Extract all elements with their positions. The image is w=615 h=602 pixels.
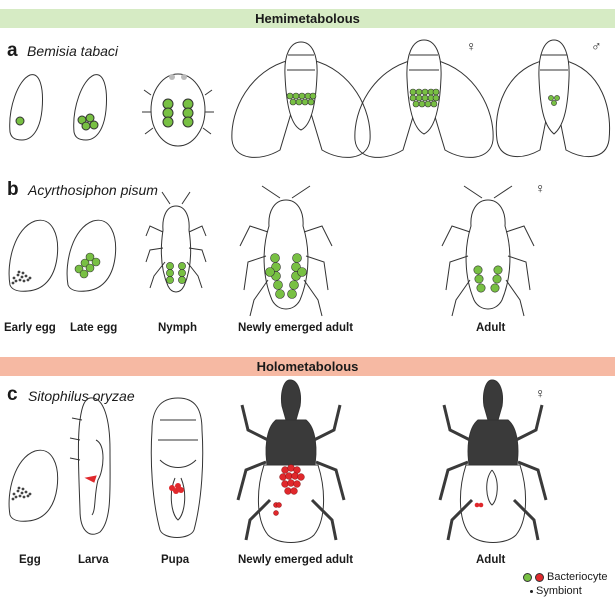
- female-symbol-a: ♀: [466, 38, 477, 54]
- section-band-holometabolous: Holometabolous: [0, 357, 615, 376]
- stage-label-nymph: Nymph: [158, 322, 197, 334]
- stage-label-adult-b: Adult: [476, 322, 506, 334]
- row-letter-a: a: [7, 40, 18, 61]
- stage-label-egg: Egg: [19, 554, 41, 566]
- weevil-larva: [69, 397, 111, 535]
- whitefly-adult-female: [354, 39, 494, 158]
- legend-bacteriocyte: Bacteriocyte: [523, 570, 608, 584]
- aphid-nymph: [145, 191, 207, 293]
- male-symbol-a: ♂: [591, 38, 602, 54]
- weevil-egg: [8, 449, 59, 522]
- species-name-b: Acyrthosiphon pisum: [28, 182, 158, 198]
- aphid-early-egg: [8, 219, 59, 292]
- female-symbol-c: ♀: [535, 385, 546, 401]
- whitefly-egg-late: [73, 74, 107, 141]
- row-letter-c: c: [7, 384, 18, 405]
- weevil-pupa: [150, 397, 204, 538]
- species-name-c: Sitophilus oryzae: [28, 388, 135, 404]
- whitefly-newly-emerged-adult: [231, 41, 371, 158]
- bacteriocyte-red-swatch: [535, 572, 544, 582]
- legend-label-bacteriocyte: Bacteriocyte: [547, 571, 608, 583]
- aphid-newly-emerged-adult: [239, 185, 333, 317]
- stage-label-pupa: Pupa: [161, 554, 190, 566]
- female-symbol-b: ♀: [535, 180, 546, 196]
- stage-label-newly-emerged-adult-b: Newly emerged adult: [238, 322, 354, 334]
- stage-label-late-egg: Late egg: [70, 322, 118, 334]
- species-name-a: Bemisia tabaci: [27, 43, 119, 59]
- bacteriocyte-green-swatch: [523, 572, 532, 582]
- stage-label-early-egg: Early egg: [4, 322, 56, 334]
- legend-symbiont: Symbiont: [523, 584, 608, 598]
- aphid-adult: [441, 185, 535, 317]
- symbiont-swatch: [530, 589, 533, 593]
- whitefly-adult-male: [495, 39, 611, 158]
- stage-label-larva: Larva: [78, 554, 109, 566]
- legend: Bacteriocyte Symbiont: [523, 570, 608, 598]
- weevil-adult: [438, 379, 548, 543]
- weevil-newly-emerged-adult: [236, 379, 346, 543]
- whitefly-egg-early: [9, 74, 43, 141]
- section-title-holometabolous: Holometabolous: [256, 359, 359, 374]
- row-letter-b: b: [7, 179, 19, 200]
- legend-label-symbiont: Symbiont: [536, 585, 582, 597]
- whitefly-nymph: [142, 73, 214, 147]
- stage-label-newly-emerged-adult-c: Newly emerged adult: [238, 554, 354, 566]
- section-band-hemimetabolous: Hemimetabolous: [0, 9, 615, 28]
- section-title-hemimetabolous: Hemimetabolous: [255, 11, 360, 26]
- stage-label-adult-c: Adult: [476, 554, 506, 566]
- aphid-late-egg: [66, 219, 117, 292]
